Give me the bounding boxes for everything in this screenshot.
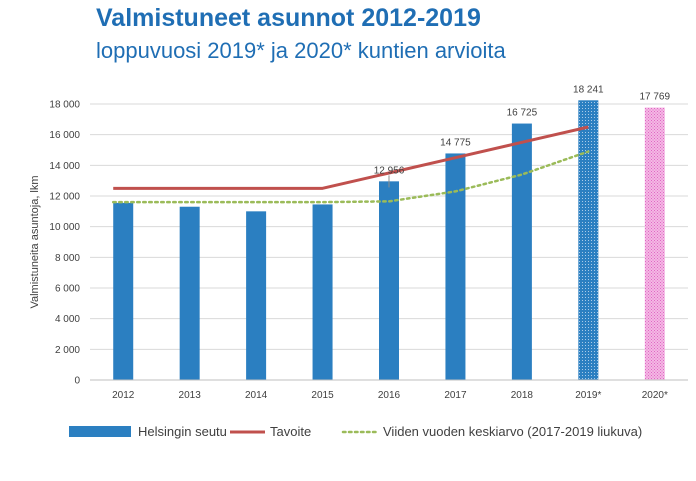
x-tick-label: 2012 (112, 390, 135, 401)
data-labels: 12 956 14 775 16 725 18 241 17 769 (374, 84, 671, 188)
y-tick-label: 10 000 (49, 222, 80, 233)
x-tick-label: 2014 (245, 390, 268, 401)
y-tick-label: 4 000 (55, 314, 80, 325)
legend-label-helsingin-seutu: Helsingin seutu (138, 424, 227, 439)
y-tick-label: 14 000 (49, 161, 80, 172)
chart-subtitle: loppuvuosi 2019* ja 2020* kuntien arvioi… (96, 38, 506, 63)
series-line-keskiarvo (111, 150, 590, 204)
axes: 0 2 000 4 000 6 000 8 000 10 000 12 000 14 000 1… (29, 100, 688, 401)
bar (179, 206, 200, 380)
x-tick-label: 2018 (511, 390, 534, 401)
y-tick-label: 12 000 (49, 192, 80, 203)
bars (113, 100, 665, 381)
data-label: 17 769 (639, 92, 670, 103)
bar (511, 123, 532, 381)
y-tick-label: 0 (74, 376, 80, 387)
x-tick-label: 2016 (378, 390, 401, 401)
bar (379, 181, 399, 380)
legend-label-keskiarvo: Viiden vuoden keskiarvo (2017-2019 liuku… (383, 424, 642, 439)
chart-title: Valmistuneet asunnot 2012-2019 (96, 4, 481, 32)
x-tick-label: 2015 (311, 390, 334, 401)
x-tick-label: 2013 (179, 390, 202, 401)
legend: Helsingin seutu Tavoite Viiden vuoden kesk… (69, 424, 642, 439)
series-line-tavoite (113, 125, 589, 190)
y-tick-label: 2 000 (55, 345, 80, 356)
y-axis-label: Valmistuneita asuntoja, lkm (29, 175, 41, 308)
legend-label-tavoite: Tavoite (270, 424, 311, 439)
y-tick-label: 8 000 (55, 253, 80, 264)
bar (644, 107, 665, 381)
y-tick-label: 6 000 (55, 284, 80, 295)
data-label: 14 775 (440, 137, 471, 148)
series-lines (111, 125, 590, 204)
x-tick-label: 2020* (642, 390, 668, 401)
data-label: 16 725 (507, 108, 538, 119)
x-tick-label: 2017 (444, 390, 467, 401)
legend-swatch-helsingin-seutu (69, 426, 131, 437)
bar (445, 153, 466, 380)
y-tick-label: 18 000 (49, 100, 80, 111)
bar (113, 202, 134, 380)
data-label: 18 241 (573, 84, 604, 95)
x-tick-label: 2019* (575, 390, 601, 401)
bar (578, 100, 599, 381)
data-label: 12 956 (374, 165, 405, 176)
bar (312, 204, 333, 380)
y-tick-label: 16 000 (49, 130, 80, 141)
bar (246, 211, 267, 380)
